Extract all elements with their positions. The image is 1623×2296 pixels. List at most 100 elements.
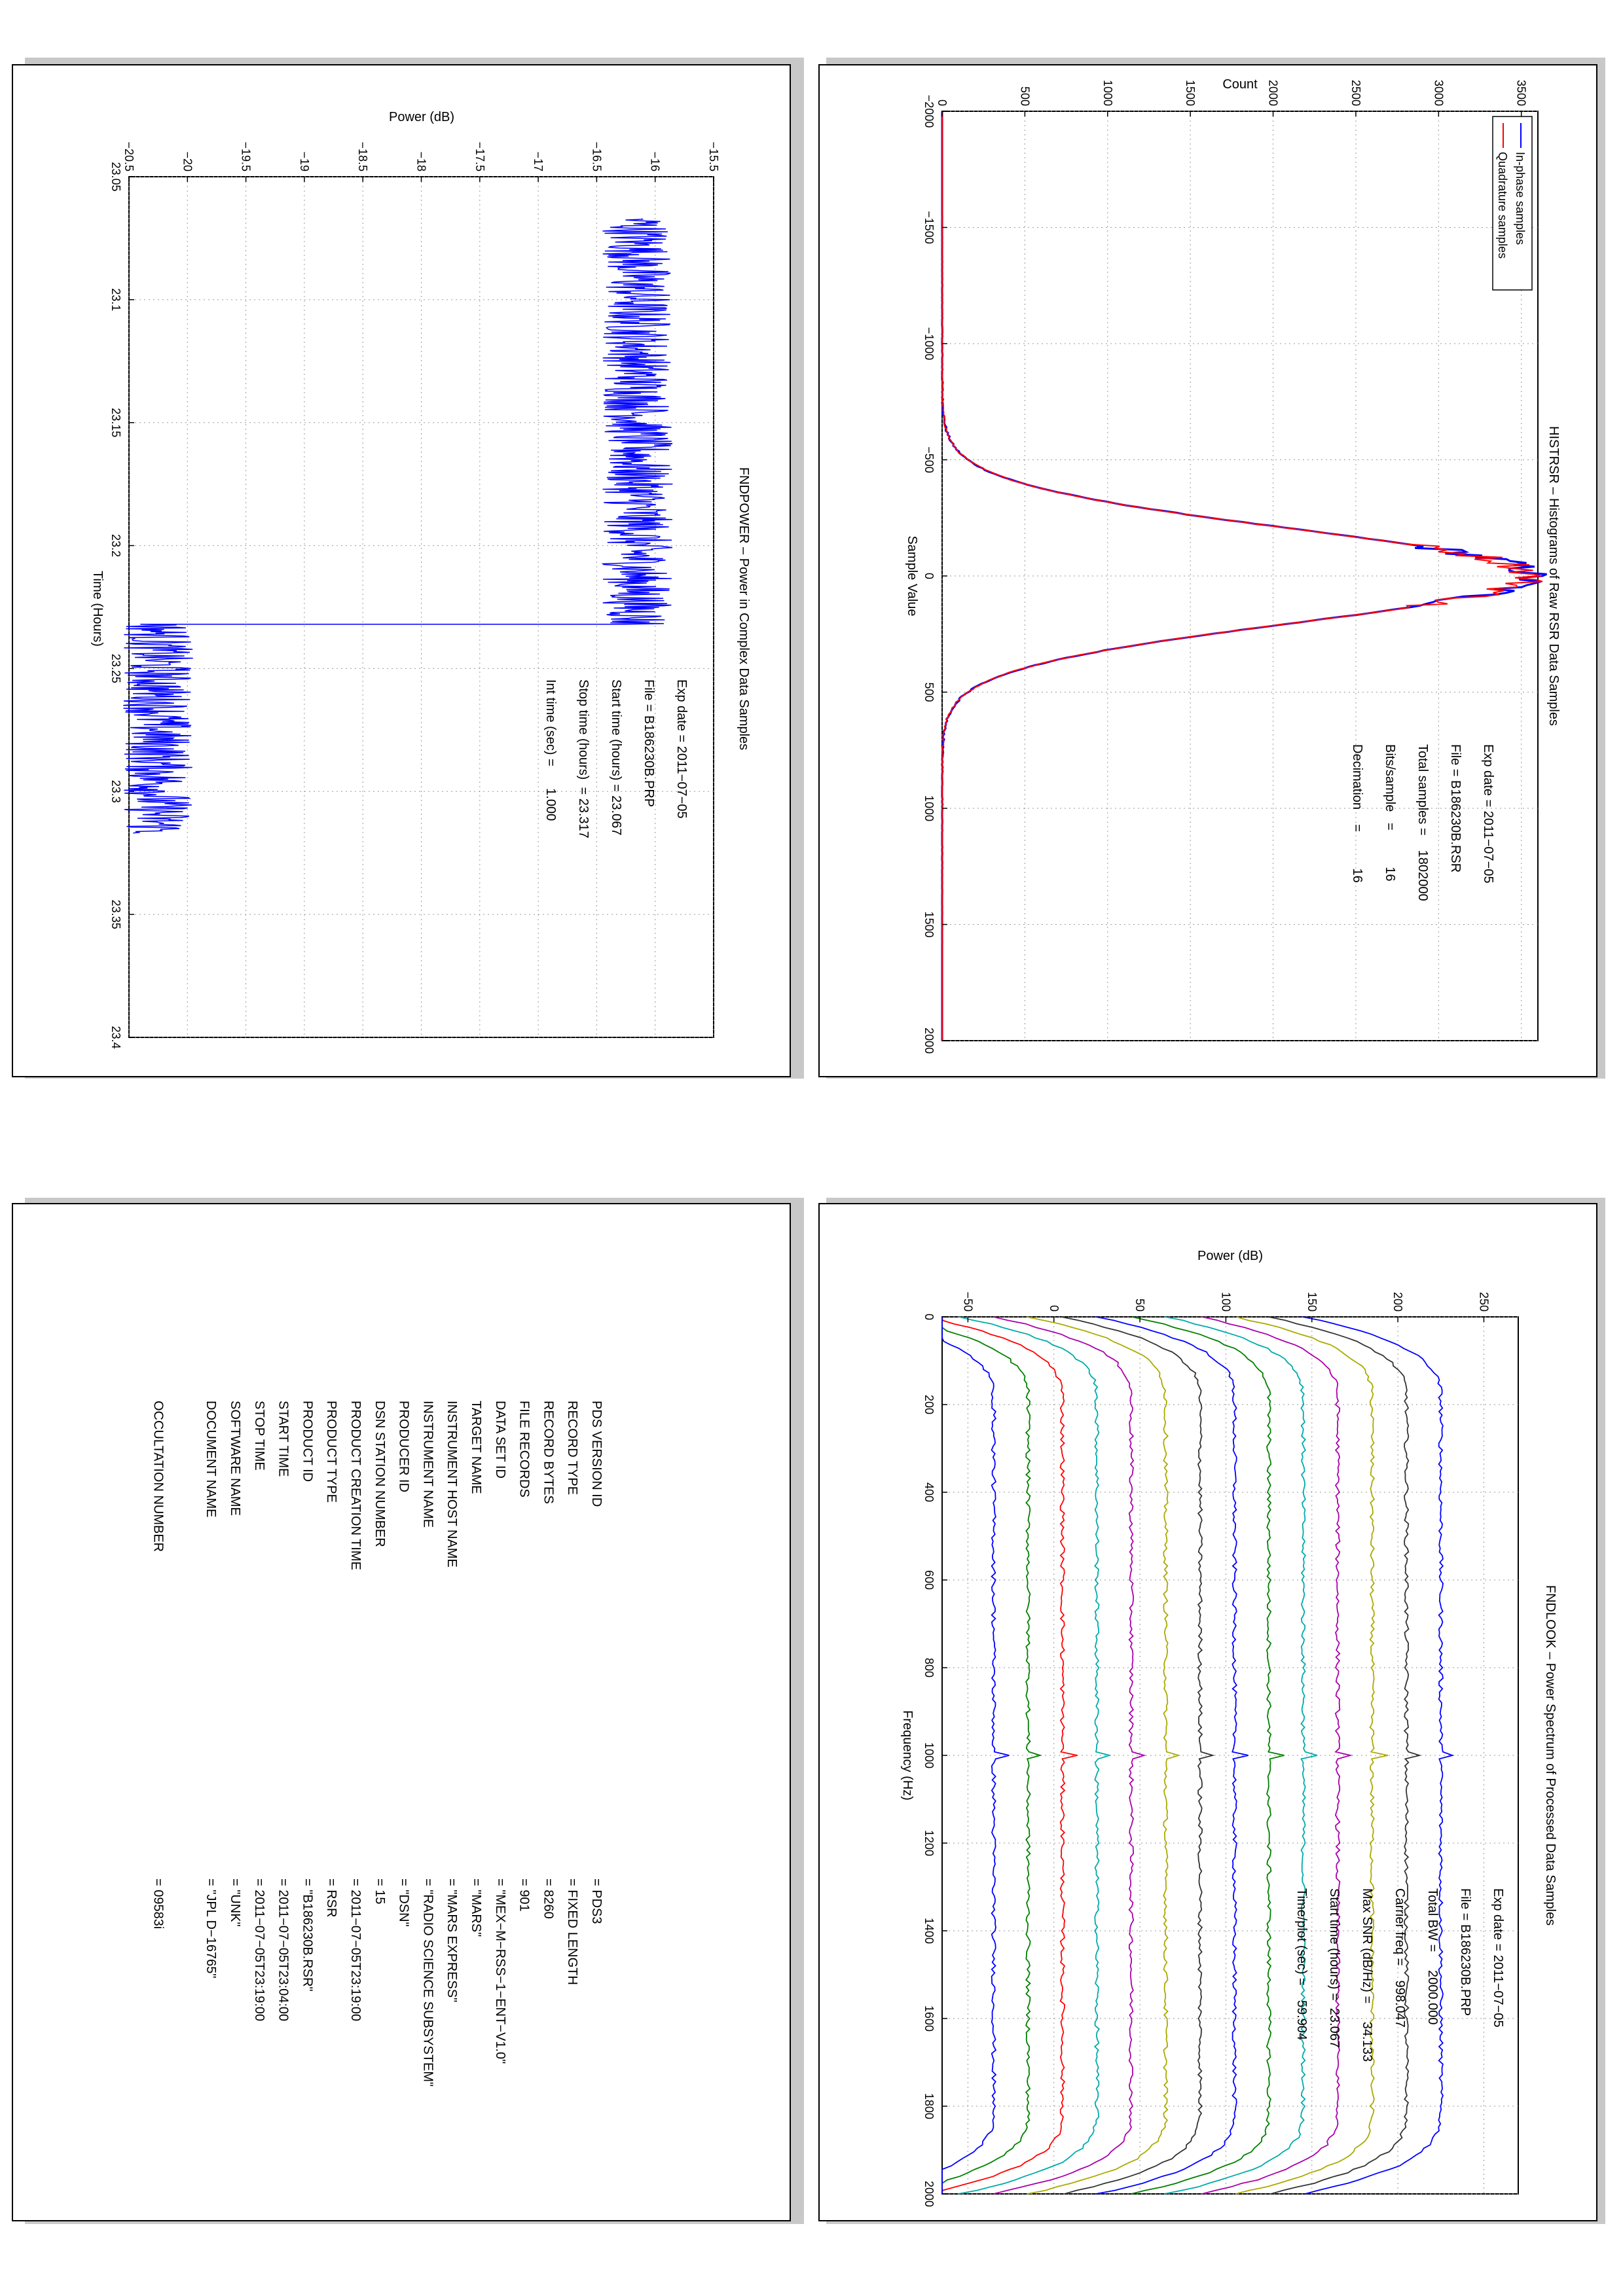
label-key: PRODUCT CREATION TIME: [348, 1401, 363, 1570]
histrsr-xlabel: Sample Value: [905, 535, 919, 616]
label-key: RECORD BYTES: [541, 1401, 555, 1504]
label-key: DSN STATION NUMBER: [373, 1401, 387, 1547]
label-value: = "DSN": [397, 1878, 411, 1927]
spectrum-series-line: [1302, 1316, 1455, 2195]
fndlook-annotation: Time/plot (sec) = 59.904: [1294, 1888, 1309, 2040]
x-tick-label: −2000: [922, 95, 936, 128]
label-value: = "JPL D−16765": [204, 1878, 218, 1978]
y-tick-label: 100: [1219, 1292, 1232, 1312]
fndlook-xlabel: Frequency (Hz): [900, 1710, 915, 1801]
histrsr-annotations: Exp date = 2011−07−05 File = B186230B.RS…: [1350, 744, 1495, 901]
y-tick-label: −20.5: [122, 141, 136, 171]
fndlook-annotation: File = B186230B.PRP: [1458, 1888, 1472, 2016]
fndlook-ylabel: Power (dB): [1197, 1249, 1263, 1263]
label-value: = 2011−07−05T23:04:00: [276, 1878, 291, 2021]
y-tick-label: −19: [298, 151, 311, 171]
spectrum-series-line: [958, 1316, 1112, 2195]
label-key: PRODUCT ID: [300, 1401, 314, 1482]
x-tick-label: 1000: [922, 795, 936, 821]
y-tick-label: −17.5: [473, 141, 486, 171]
fndpower-annotation: Int time (sec) = 1.000: [543, 679, 558, 821]
x-tick-label: 0: [922, 1314, 936, 1320]
y-tick-label: 500: [1018, 86, 1031, 106]
spectrum-series-line: [1061, 1316, 1215, 2195]
x-tick-label: 23.15: [109, 408, 122, 437]
fndlook-chart: 0200400600800100012001400160018002000−50…: [900, 1249, 1558, 2207]
fndlook-annotations: Exp date = 2011−07−05 File = B186230B.PR…: [1294, 1888, 1505, 2062]
x-tick-label: 23.25: [109, 654, 122, 683]
x-tick-label: 500: [922, 682, 936, 702]
x-tick-label: 23.05: [109, 162, 122, 191]
histrsr-annotation: Decimation = 16: [1350, 744, 1364, 883]
fndlook-title: FNDLOOK – Power Spectrum of Processed Da…: [1543, 1585, 1558, 1926]
label-panel: PDS VERSION ID = PDS3 RECORD TYPE = FIXED L…: [12, 1203, 791, 2221]
fndlook-annotation: Total BW = 2000.000: [1425, 1888, 1440, 2024]
label-key: FILE RECORDS: [517, 1401, 532, 1498]
spectrum-series-line: [941, 1317, 1010, 2194]
histrsr-ylabel: Count: [1222, 77, 1258, 92]
y-tick-label: −16.5: [590, 141, 603, 171]
label-value: = RSR: [324, 1878, 338, 1917]
x-tick-label: −1000: [922, 327, 936, 361]
x-tick-label: 1000: [922, 1742, 936, 1768]
fndlook-annotation: Max SNR (dB/Hz) = 34.133: [1360, 1888, 1374, 2062]
fndlook-annotation: Carrier freq = 998.047: [1393, 1888, 1407, 2028]
label-key: INSTRUMENT HOST NAME: [445, 1401, 459, 1568]
label-key: DOCUMENT NAME: [204, 1401, 218, 1518]
label-value: = 2011−07−05T23:19:00: [252, 1878, 266, 2021]
y-tick-label: 50: [1133, 1299, 1146, 1312]
label-value: = FIXED LENGTH: [565, 1878, 579, 1985]
y-tick-label: 150: [1305, 1292, 1319, 1312]
quadrature-series-line: [941, 111, 1543, 1041]
x-tick-label: 2000: [922, 1028, 936, 1054]
histrsr-annotation: File = B186230B.RSR: [1448, 744, 1463, 872]
fndlook-annotation: Start time (hours) = 23.067: [1327, 1888, 1341, 2048]
x-tick-label: 1200: [922, 1830, 936, 1856]
y-tick-label: 0: [936, 99, 949, 106]
label-value: = 8260: [541, 1878, 555, 1919]
x-tick-label: 0: [922, 573, 936, 579]
spectrum-series-line: [1164, 1316, 1318, 2195]
fndlook-annotation: Exp date = 2011−07−05: [1491, 1888, 1505, 2028]
fndpower-panel: 23.05 23.1 23.15 23.2 23.25 23.3 23.35 23.4 −20.…: [12, 64, 791, 1077]
y-tick-label: 250: [1477, 1292, 1490, 1312]
label-key: INSTRUMENT NAME: [420, 1401, 435, 1528]
spectrum-series-line: [1095, 1316, 1249, 2195]
y-tick-label: −18.5: [356, 141, 369, 171]
spectrum-series-line: [1131, 1316, 1285, 2195]
y-tick-label: −20: [181, 151, 194, 171]
y-tick-label: 2500: [1349, 80, 1362, 106]
y-tick-label: −18: [415, 151, 428, 171]
label-key: PRODUCT TYPE: [324, 1401, 338, 1503]
power-series-line: [123, 218, 673, 834]
label-value: = PDS3: [589, 1878, 604, 1924]
pds-label-table: PDS VERSION ID = PDS3 RECORD TYPE = FIXED L…: [151, 1401, 604, 2087]
fndpower-annotation: Exp date = 2011−07−05: [674, 679, 689, 819]
spectrum-series-line: [993, 1316, 1146, 2195]
fndpower-ylabel: Power (dB): [389, 110, 454, 124]
label-value: = "RADIO SCIENCE SUBSYSTEM": [420, 1878, 435, 2087]
x-tick-label: 23.2: [109, 534, 122, 557]
x-tick-label: 1400: [922, 1918, 936, 1944]
label-key: DATA SET ID: [493, 1401, 507, 1479]
label-key: TARGET NAME: [469, 1401, 483, 1494]
histrsr-chart: −2000 −1500 −1000 −500 0 500 1000 1500 2000 0 500 1…: [905, 77, 1561, 1054]
y-tick-label: −16: [649, 151, 662, 171]
y-tick-label: 1000: [1101, 80, 1114, 106]
fndlook-panel: 0 200 400 600 800 1000 1200 1400 1600 1800 2000 −50…: [818, 1203, 1597, 2221]
y-tick-label: 1500: [1184, 80, 1197, 106]
label-value: = 15: [373, 1878, 387, 1904]
label-value: = "MEX−M−RSS−1−ENT−V1.0": [493, 1878, 507, 2064]
label-value: = 2011−07−05T23:19:00: [348, 1878, 363, 2021]
label-value: = "UNK": [228, 1878, 242, 1927]
label-value: = "MARS": [469, 1878, 483, 1937]
histrsr-title: HISTRSR – Histograms of Raw RSR Data Sam…: [1546, 426, 1561, 726]
fndpower-annotation: Stop time (hours) = 23.317: [576, 679, 591, 838]
spectrum-series-line: [1026, 1316, 1181, 2195]
y-tick-label: 0: [1048, 1305, 1061, 1312]
label-value: = 09583i: [151, 1878, 165, 1929]
x-tick-label: 23.1: [109, 288, 122, 311]
x-tick-label: 1800: [922, 2093, 936, 2119]
label-key: PDS VERSION ID: [589, 1401, 604, 1507]
label-key: RECORD TYPE: [565, 1401, 579, 1495]
